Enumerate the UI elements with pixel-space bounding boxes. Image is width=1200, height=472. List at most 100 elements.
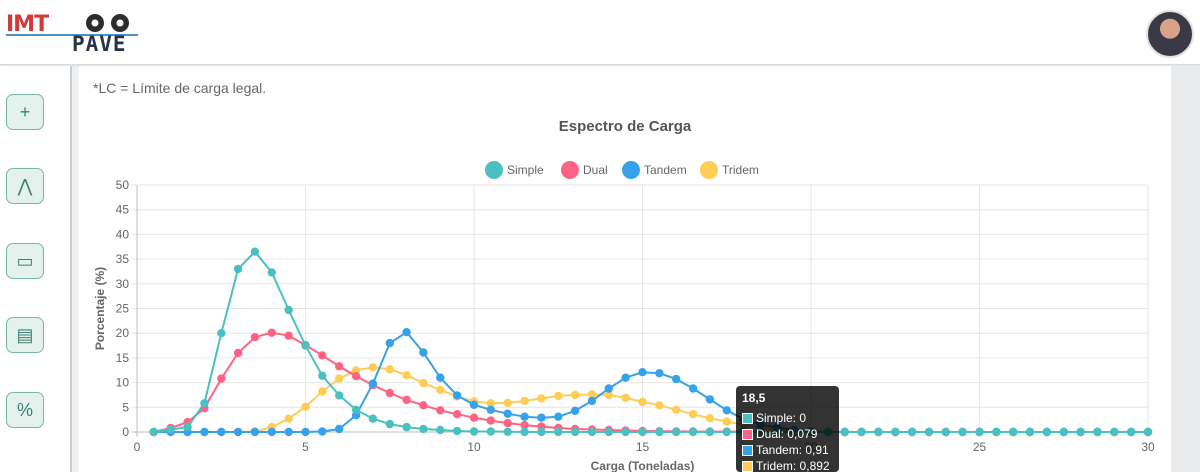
folder-button[interactable]: ▭	[6, 243, 44, 279]
data-point-tandem	[655, 369, 664, 378]
design-button[interactable]: ⋀	[6, 168, 44, 204]
wheels-icon	[86, 14, 129, 32]
data-point-dual	[233, 348, 243, 358]
data-point-tandem	[419, 348, 428, 357]
data-point-simple	[402, 422, 411, 432]
data-point-tandem	[368, 379, 378, 388]
data-point-dual	[335, 362, 344, 371]
data-point-simple	[1127, 427, 1136, 437]
data-point-simple	[840, 427, 849, 437]
data-point-simple	[233, 264, 243, 274]
data-point-tridem	[722, 417, 731, 426]
data-point-simple	[975, 427, 984, 437]
data-point-simple	[452, 426, 462, 436]
data-point-tridem	[419, 378, 428, 388]
data-point-tridem	[604, 390, 613, 400]
data-point-dual	[520, 420, 529, 430]
data-point-tridem	[537, 394, 546, 403]
data-point-tridem	[301, 402, 310, 411]
data-point-tandem	[284, 427, 293, 437]
data-point-tandem	[233, 427, 243, 437]
data-point-simple	[217, 329, 226, 338]
y-tick-label: 20	[116, 326, 130, 340]
data-point-simple	[267, 268, 276, 277]
data-point-tandem	[554, 412, 563, 421]
sidebar: + ⋀ ▭ ▤ %	[0, 66, 72, 472]
data-point-tandem	[301, 427, 310, 437]
data-point-tandem	[318, 427, 327, 436]
x-tick-label: 15	[636, 440, 650, 454]
logo-underline	[6, 34, 138, 36]
data-point-simple	[1093, 427, 1102, 437]
plus-icon: +	[19, 101, 31, 122]
data-point-simple	[419, 424, 428, 434]
tooltip-swatch	[742, 428, 753, 440]
tooltip-value: Tandem: 0,91	[756, 443, 829, 457]
scrollbar-track[interactable]	[1171, 66, 1200, 472]
data-point-simple	[1143, 427, 1153, 437]
catalog-button[interactable]: ▤	[6, 317, 44, 353]
tooltip-row-tandem: Tandem: 0,91	[742, 443, 829, 457]
tooltip-row-tridem: Tridem: 0,892	[742, 459, 830, 472]
y-tick-label: 40	[116, 227, 130, 241]
data-point-simple	[992, 427, 1001, 437]
data-point-simple	[436, 425, 445, 435]
data-point-dual	[452, 410, 462, 419]
y-axis-label: Porcentaje (%)	[93, 267, 107, 350]
legend-label-tandem: Tandem	[644, 163, 687, 177]
load-spectrum-chart[interactable]: 05101520253035404550051015202530Porcenta…	[79, 66, 1171, 472]
percent-icon: %	[16, 399, 33, 420]
avatar[interactable]	[1146, 10, 1194, 58]
data-point-simple	[604, 427, 613, 437]
compass-icon: ⋀	[17, 175, 33, 196]
y-tick-label: 45	[116, 203, 130, 217]
data-point-dual	[267, 328, 276, 337]
data-point-tandem	[335, 424, 344, 434]
data-point-tandem	[200, 427, 209, 437]
x-axis-label: Carga (Toneladas)	[591, 459, 695, 472]
data-point-simple	[857, 427, 866, 437]
tooltip-title: 18,5	[742, 391, 766, 405]
data-point-simple	[587, 427, 597, 437]
data-point-simple	[907, 427, 917, 437]
data-point-dual	[385, 388, 394, 398]
data-point-simple	[385, 419, 394, 429]
main-panel: *LC = Límite de carga legal. Espectro de…	[79, 66, 1171, 472]
data-point-tandem	[267, 427, 276, 437]
x-tick-label: 25	[973, 440, 987, 454]
data-point-tandem	[638, 368, 647, 377]
data-point-simple	[166, 425, 175, 434]
data-point-dual	[419, 401, 428, 410]
data-point-simple	[520, 427, 529, 437]
legend-label-dual: Dual	[583, 163, 608, 177]
chart-title: Espectro de Carga	[558, 118, 692, 135]
data-point-tandem	[722, 406, 731, 415]
add-button[interactable]: +	[6, 94, 44, 130]
x-tick-label: 5	[302, 440, 309, 454]
data-point-simple	[688, 427, 698, 437]
tooltip-value: Dual: 0,079	[756, 427, 818, 441]
series-line-tridem	[153, 366, 1148, 433]
chart-tooltip: 18,5 Simple: 0 Dual: 0,079 Tandem: 0,91 …	[736, 386, 839, 472]
percent-button[interactable]: %	[6, 392, 44, 428]
tooltip-value: Tridem: 0,892	[756, 459, 830, 472]
folder-icon: ▭	[16, 250, 34, 271]
data-point-simple	[503, 427, 512, 436]
data-point-tandem	[436, 373, 445, 382]
data-point-tandem	[705, 395, 715, 404]
data-point-simple	[672, 427, 681, 437]
y-tick-label: 35	[116, 252, 130, 266]
data-point-tandem	[688, 384, 698, 393]
data-point-tridem	[554, 391, 563, 401]
logo-text-pave: PAVE	[72, 32, 127, 56]
x-tick-label: 10	[467, 440, 481, 454]
x-tick-label: 0	[134, 440, 141, 454]
data-point-tandem	[385, 338, 394, 348]
book-icon: ▤	[16, 324, 34, 345]
data-point-simple	[469, 427, 479, 436]
logo[interactable]: IMT PAVE	[6, 8, 146, 60]
tooltip-swatch	[742, 444, 753, 456]
data-point-tridem	[436, 385, 445, 395]
data-point-simple	[705, 427, 715, 437]
data-point-tandem	[402, 328, 411, 337]
